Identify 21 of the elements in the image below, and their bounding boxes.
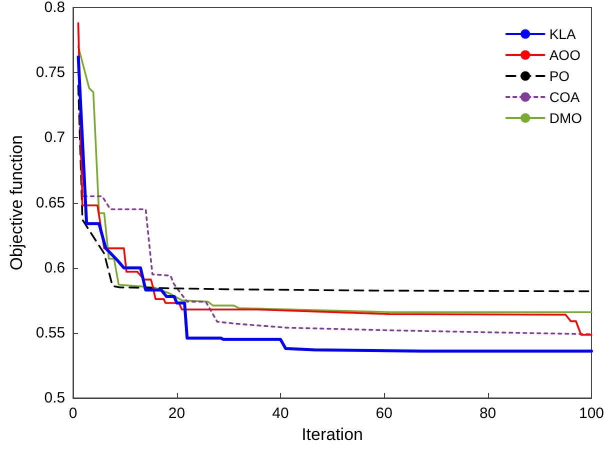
y-tick-label: 0.6 bbox=[44, 259, 66, 276]
legend-label: PO bbox=[549, 68, 570, 84]
x-tick-label: 0 bbox=[68, 405, 78, 422]
x-tick-label: 80 bbox=[479, 405, 496, 422]
y-axis-title: Objective function bbox=[7, 135, 26, 270]
y-tick-label: 0.55 bbox=[36, 324, 66, 342]
y-tick-label: 0.5 bbox=[44, 390, 66, 406]
line-series bbox=[77, 84, 592, 292]
x-tick-label: 40 bbox=[272, 405, 289, 422]
x-tick-label: 60 bbox=[376, 405, 392, 422]
y-tick-label: 0.75 bbox=[36, 64, 66, 82]
legend-label: COA bbox=[549, 89, 580, 105]
legend-label: KLA bbox=[549, 26, 576, 42]
x-tick-label: 100 bbox=[578, 405, 604, 422]
x-axis-title: Iteration bbox=[302, 424, 364, 444]
legend-label: AOO bbox=[549, 47, 581, 63]
y-tick-label: 0.7 bbox=[44, 129, 66, 146]
legend-label: DMO bbox=[549, 110, 582, 126]
y-tick-label: 0.8 bbox=[44, 0, 66, 16]
y-tick-label: 0.65 bbox=[36, 194, 66, 212]
x-tick-label: 20 bbox=[168, 405, 186, 422]
